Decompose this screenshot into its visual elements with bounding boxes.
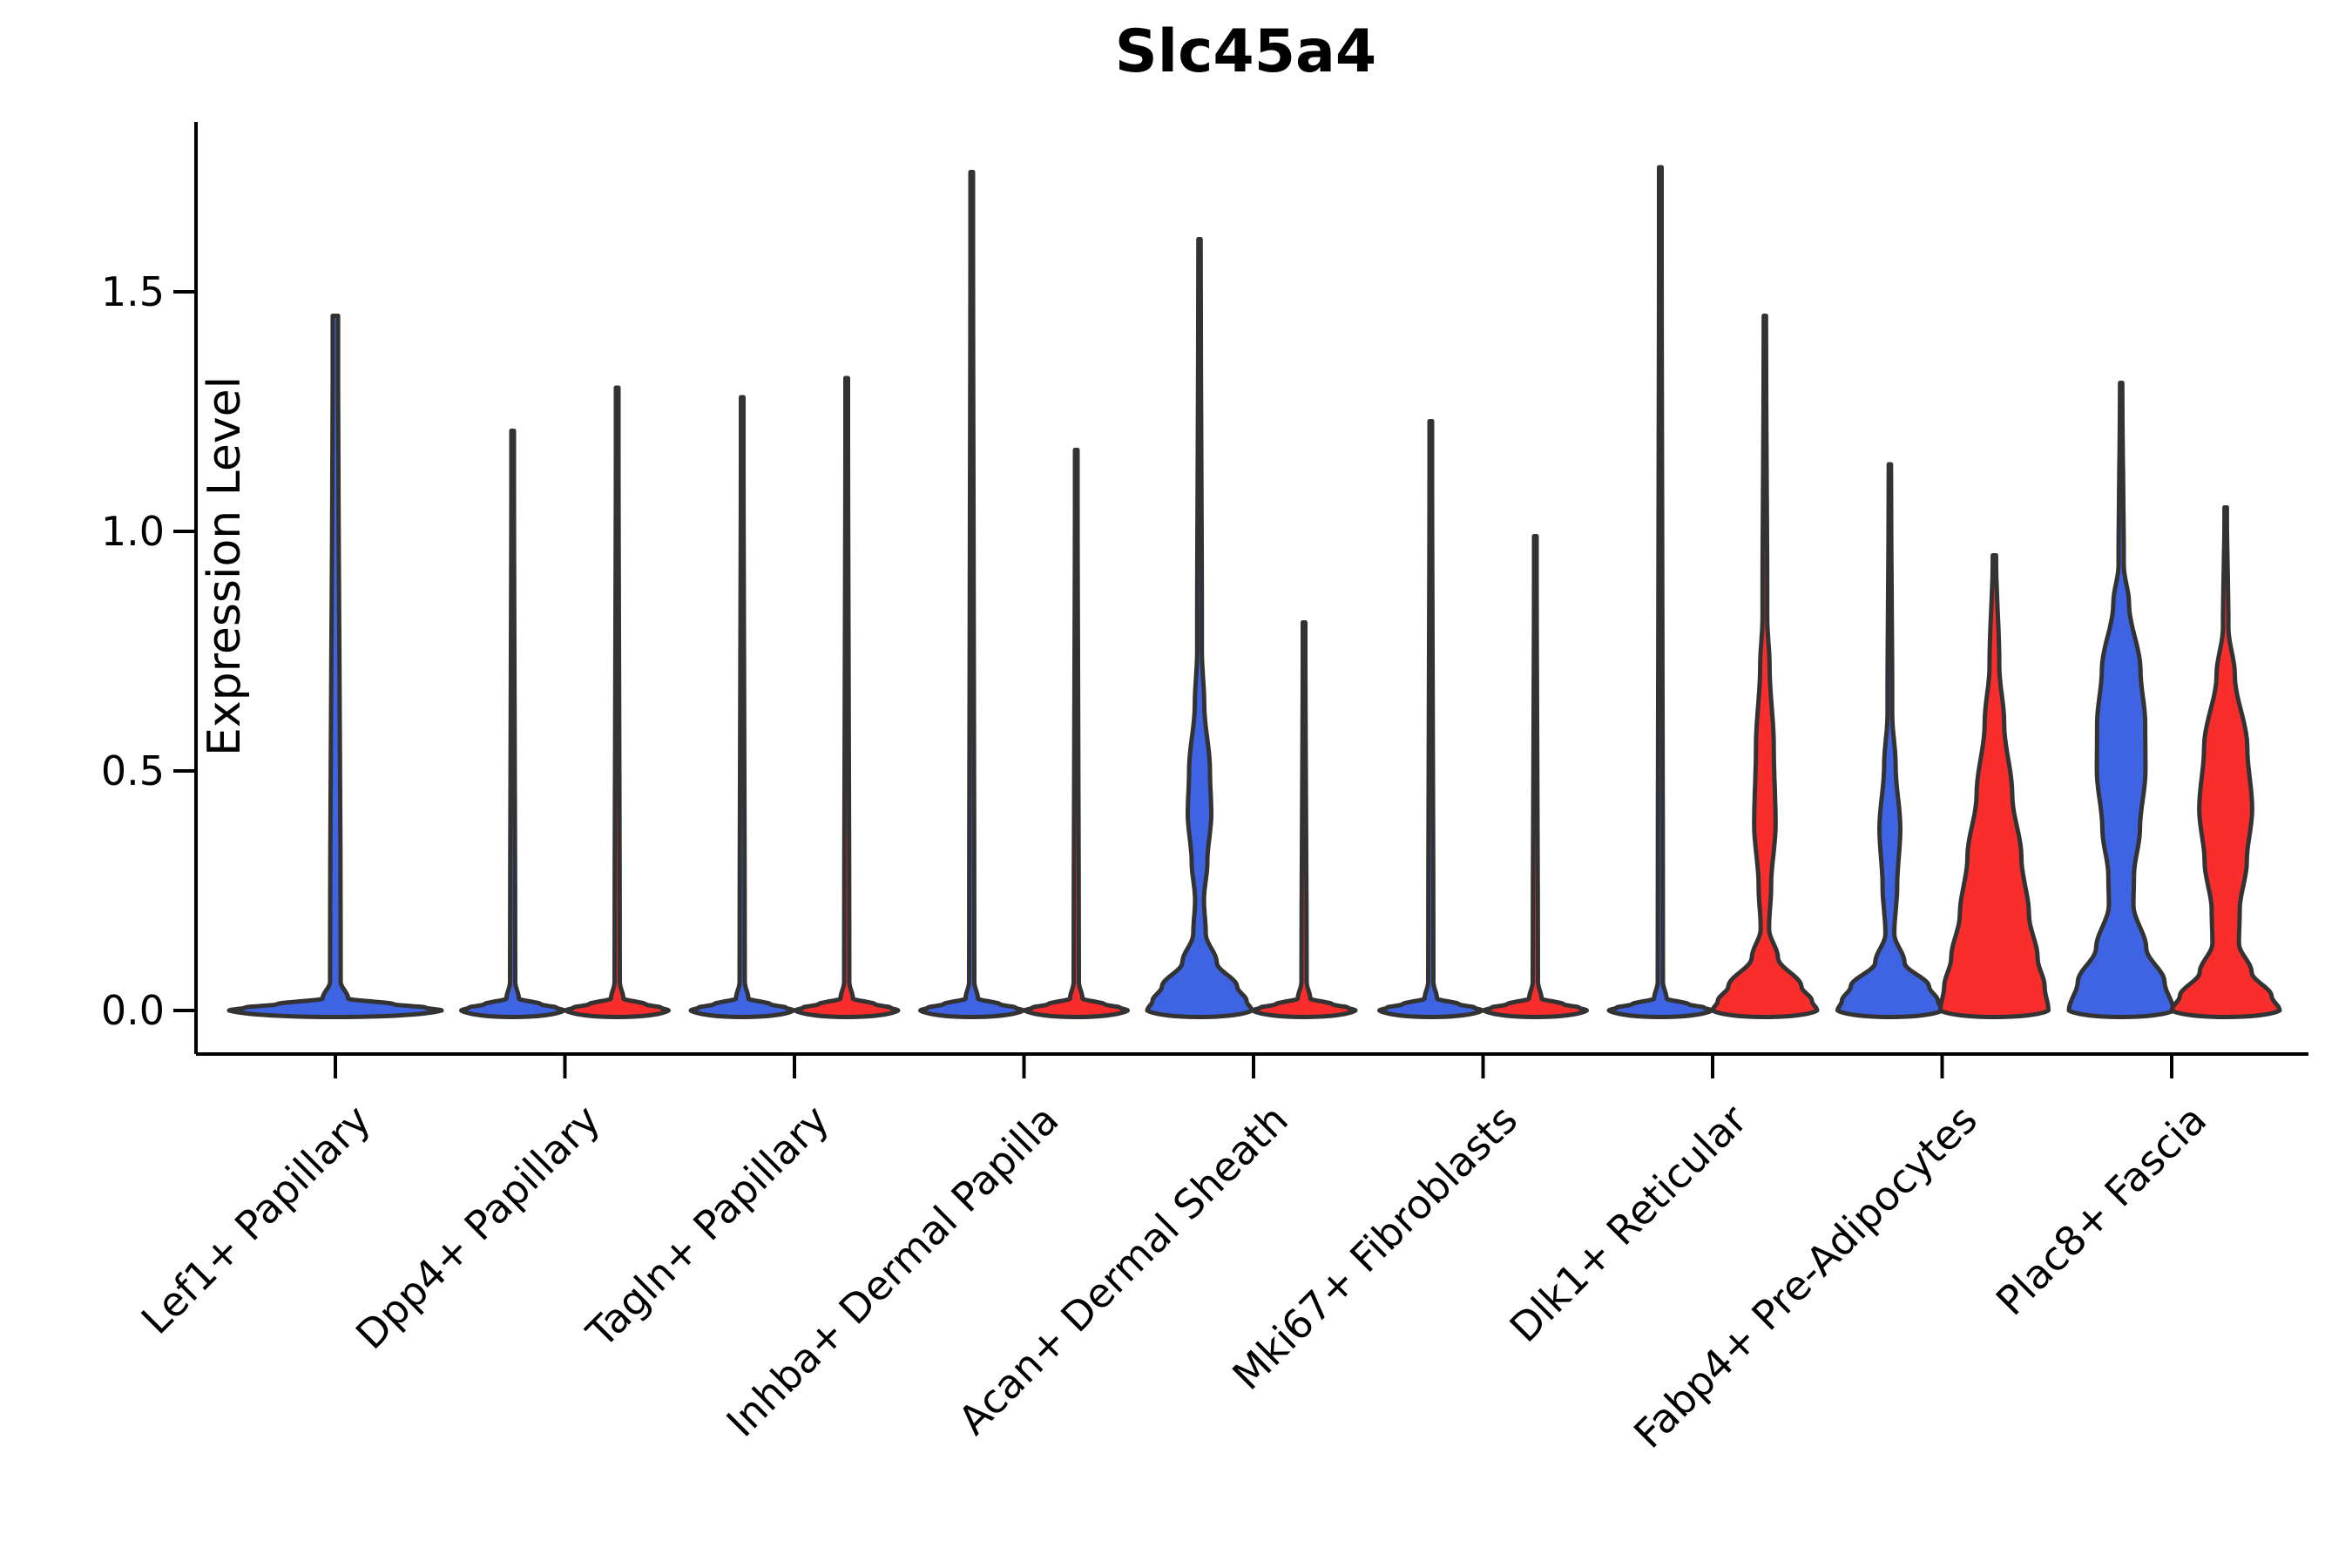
violin-blue-fabp4-pre-adipocytes [1835,462,1944,1019]
y-axis-label: Expression Level [199,375,252,757]
y-tick-label: 1.0 [100,508,165,555]
chart-title: Slc45a4 [1114,17,1377,86]
violin-red-inhba-dermal-papilla [1023,448,1130,1019]
violin-red-tagln-papillary [793,375,901,1019]
violin-blue-dpp4-papillary [459,429,566,1019]
violin-blue-acan-dermal-sheath [1145,237,1254,1019]
y-tick-label: 0.0 [100,987,165,1034]
axes-group [173,122,2308,1078]
violin-group [226,165,2282,1019]
violin-red-acan-dermal-sheath [1250,620,1358,1019]
violin-blue-dlk1-reticular [1606,165,1714,1019]
violin-red-plac8-fascia [2169,505,2282,1019]
violin-blue-tagln-papillary [688,395,796,1019]
violin-blue-inhba-dermal-papilla [918,170,1025,1019]
violin-blue-mki67-fibroblasts [1377,419,1484,1019]
violin-red-dlk1-reticular [1710,314,1820,1019]
violin-red-fabp4-pre-adipocytes [1938,553,2051,1019]
y-tick-label: 0.5 [100,747,165,794]
violin-red-dpp4-papillary [564,385,671,1019]
violin-red-mki67-fibroblasts [1482,534,1589,1019]
violin-blue-plac8-fascia [2066,381,2176,1019]
y-tick-label: 1.5 [100,268,165,315]
violin-blue-lef1-papillary [226,314,444,1019]
